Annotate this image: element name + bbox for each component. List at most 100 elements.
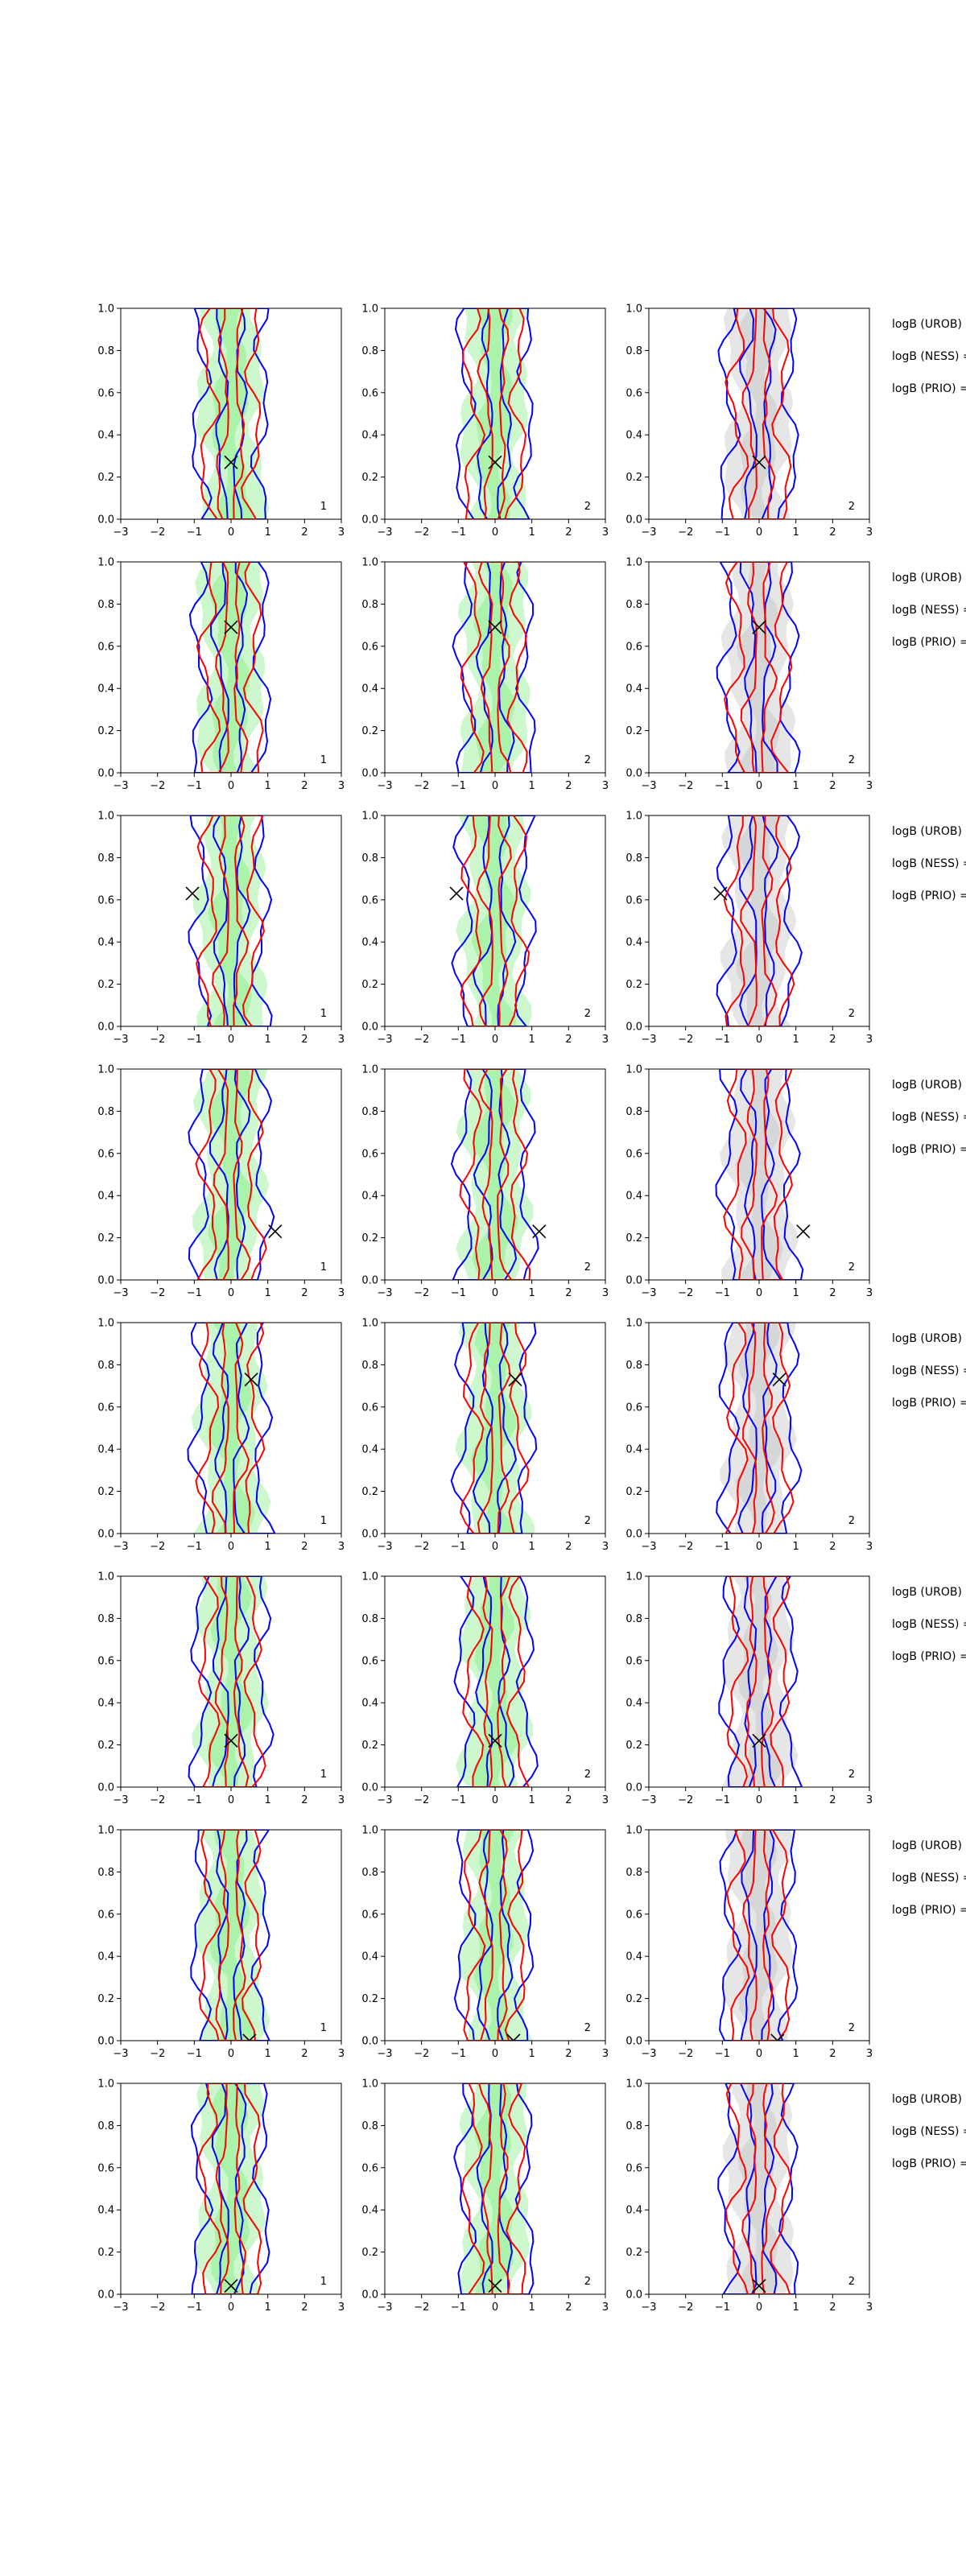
blue-contour-outer — [717, 2083, 799, 2294]
y-tick-label: 0.6 — [625, 387, 642, 399]
y-tick-label: 0.6 — [361, 1909, 378, 1921]
panel-id-label: 2 — [848, 1008, 855, 1020]
red-contour-outer — [723, 815, 795, 1026]
x-tick-label: 1 — [529, 1794, 535, 1806]
x-tick-label: 2 — [565, 1794, 572, 1806]
panel-r1-c1: −3 −2 −1 0 1 2 3 0.0 0.2 0.4 0.6 0.8 1.0 1 — [97, 303, 345, 539]
x-tick-label: −2 — [414, 526, 429, 539]
blue-contour-outer — [450, 1323, 538, 1534]
red-contour-outer — [460, 2083, 526, 2294]
y-tick-label: 0.8 — [97, 345, 114, 357]
panel-r3-c2-contours — [449, 815, 537, 1026]
x-tick-label: −2 — [150, 2048, 165, 2060]
blue-contour-outer — [190, 1830, 270, 2041]
x-tick-label: −1 — [451, 1794, 466, 1806]
y-tick-label: 1.0 — [625, 303, 642, 316]
panel-id-label: 2 — [584, 1008, 591, 1020]
panel-r6-c3: −3 −2 −1 0 1 2 3 0.0 0.2 0.4 0.6 0.8 1.0 2 — [625, 1571, 873, 1807]
x-tick-label: 2 — [301, 2048, 308, 2060]
red-contour-inner — [477, 308, 510, 519]
blue-contour-inner — [475, 1576, 515, 1787]
truth-marker — [185, 886, 200, 901]
panel-id-label: 2 — [584, 2276, 591, 2288]
y-tick-label: 0.4 — [625, 937, 642, 949]
y-tick-label: 0.6 — [97, 1402, 114, 1414]
density-fill-inner — [208, 1576, 254, 1787]
panel-id-label: 1 — [320, 1261, 327, 1274]
red-contour-inner — [482, 1576, 511, 1787]
y-tick-label: 0.8 — [97, 2120, 114, 2132]
side-label-2: logB (NESS) = — [892, 857, 966, 870]
side-label-1: logB (UROB) — [892, 318, 962, 331]
blue-contour-inner — [738, 308, 777, 519]
panel-r4-c2: −3 −2 −1 0 1 2 3 0.0 0.2 0.4 0.6 0.8 1.0 2 — [361, 1064, 609, 1300]
blue-contour-outer — [188, 562, 272, 773]
y-tick-label: 1.0 — [625, 1064, 642, 1076]
x-tick-label: 3 — [602, 780, 609, 792]
x-tick-label: −2 — [414, 1287, 429, 1299]
x-tick-label: −1 — [451, 1034, 466, 1046]
red-contour-outer — [726, 1576, 791, 1787]
y-tick-label: 1.0 — [361, 1318, 378, 1330]
x-tick-label: −3 — [113, 780, 128, 792]
x-tick-label: 0 — [228, 780, 234, 792]
blue-contour-inner — [739, 562, 778, 773]
x-tick-label: −1 — [715, 1794, 730, 1806]
x-tick-label: 3 — [866, 2048, 873, 2060]
y-tick-label: 0.2 — [361, 2247, 378, 2259]
truth-marker — [449, 886, 464, 901]
y-tick-label: 0.0 — [625, 2289, 642, 2301]
y-tick-label: 0.8 — [625, 345, 642, 357]
x-tick-label: −1 — [715, 1034, 730, 1046]
blue-contour-outer — [190, 2083, 270, 2294]
x-tick-label: 1 — [529, 2301, 535, 2314]
x-tick-label: −2 — [150, 1287, 165, 1299]
truth-marker — [713, 886, 728, 901]
x-tick-label: −3 — [641, 1794, 656, 1806]
blue-contour-outer — [454, 308, 534, 519]
y-tick-label: 0.0 — [97, 1782, 114, 1794]
panel-id-label: 2 — [848, 2022, 855, 2034]
y-tick-label: 0.4 — [361, 1951, 378, 1963]
panel-r8-c2: −3 −2 −1 0 1 2 3 0.0 0.2 0.4 0.6 0.8 1.0 2 — [361, 2079, 609, 2314]
x-tick-label: −3 — [377, 2301, 392, 2314]
y-tick-label: 0.0 — [625, 1529, 642, 1541]
x-tick-label: −1 — [451, 780, 466, 792]
red-contour-inner — [740, 562, 778, 773]
x-tick-label: 2 — [565, 2048, 572, 2060]
x-tick-label: 3 — [338, 780, 345, 792]
y-tick-label: 0.8 — [361, 1360, 378, 1372]
red-contour-outer — [462, 308, 527, 519]
blue-contour-outer — [188, 1069, 275, 1280]
red-contour-inner — [477, 562, 512, 773]
panel-r7-c2-contours — [453, 1830, 535, 2041]
y-tick-label: 0.2 — [361, 1232, 378, 1245]
x-tick-label: −2 — [150, 1034, 165, 1046]
red-contour-inner — [478, 1830, 508, 2041]
y-tick-label: 0.6 — [97, 1148, 114, 1160]
x-tick-label: 0 — [492, 1034, 498, 1046]
red-contour-outer — [460, 1323, 530, 1534]
x-tick-label: −3 — [377, 780, 392, 792]
x-tick-label: 0 — [228, 2048, 234, 2060]
red-contour-outer — [197, 1576, 266, 1787]
y-tick-label: 0.2 — [97, 1740, 114, 1752]
red-contour-outer — [195, 1069, 267, 1280]
panel-r1-c1-contours — [192, 308, 270, 519]
y-tick-label: 0.2 — [625, 2247, 642, 2259]
y-tick-label: 1.0 — [97, 1318, 114, 1330]
y-tick-label: 0.2 — [361, 1486, 378, 1498]
y-tick-label: 0.4 — [625, 1444, 642, 1456]
y-tick-label: 1.0 — [361, 2079, 378, 2091]
panel-r2-c3-contours — [716, 562, 801, 773]
x-tick-label: 0 — [756, 1794, 762, 1806]
x-tick-label: −3 — [377, 1034, 392, 1046]
y-tick-label: 0.2 — [97, 1232, 114, 1245]
x-tick-label: 1 — [793, 1034, 799, 1046]
x-tick-label: 1 — [529, 2048, 535, 2060]
x-tick-label: 3 — [602, 1287, 609, 1299]
panel-r5-c2: −3 −2 −1 0 1 2 3 0.0 0.2 0.4 0.6 0.8 1.0 2 — [361, 1318, 609, 1554]
red-contour-inner — [741, 308, 776, 519]
x-tick-label: 0 — [756, 526, 762, 539]
x-tick-label: 3 — [602, 1541, 609, 1553]
